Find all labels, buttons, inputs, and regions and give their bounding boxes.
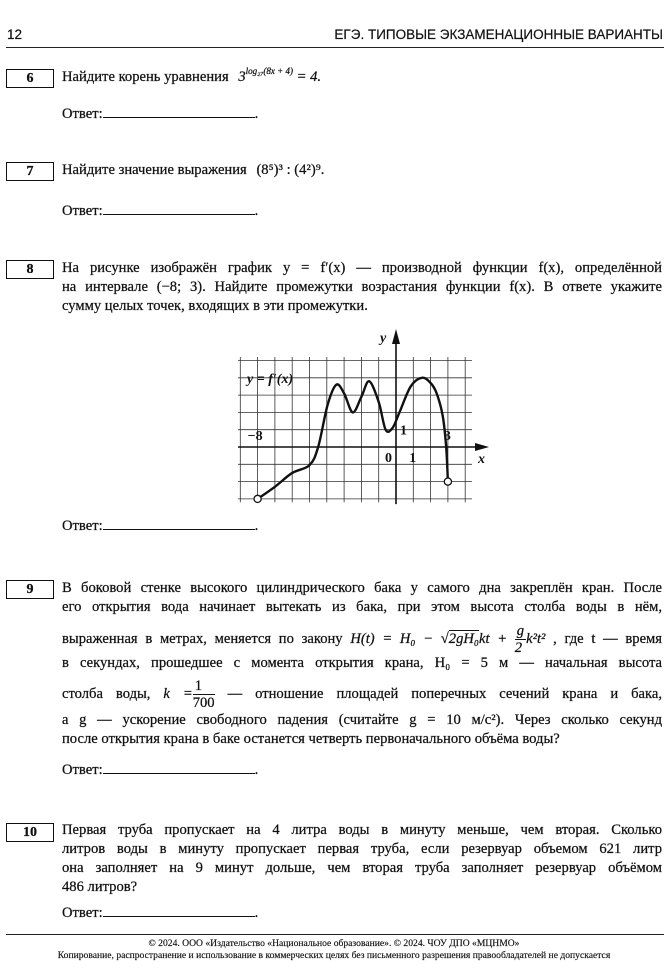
answer-9[interactable]: Ответ:. xyxy=(62,761,259,778)
formula-sqrt: 2gH₀ xyxy=(448,629,479,647)
formula-base: 3 xyxy=(238,69,246,85)
problem-number-7: 7 xyxy=(6,162,54,181)
answer-label: Ответ: xyxy=(62,203,103,219)
tick-label-y-one: 1 xyxy=(400,424,407,439)
formula-part1: (8⁵)³ xyxy=(256,162,283,178)
text-line: В боковой стенке высокого цилиндрическог… xyxy=(62,580,662,596)
answer-blank[interactable] xyxy=(102,202,255,215)
answer-blank[interactable] xyxy=(102,105,255,118)
text-segment: столба воды, xyxy=(62,686,151,702)
problem-7-text: Найдите значение выражения (8⁵)³ : (4²)⁹… xyxy=(62,161,662,180)
fraction-numerator: g xyxy=(514,623,527,640)
problem-number-10: 10 xyxy=(6,823,54,842)
formula-end: . xyxy=(317,69,322,85)
footer-rule xyxy=(6,934,664,935)
problem-number-6: 6 xyxy=(6,69,54,88)
fraction: 1 700 xyxy=(193,678,215,711)
text-line: в секундах, прошедшее с момента открытия… xyxy=(62,655,662,671)
derivative-graph: yxy = f′(x)−8 30 11 xyxy=(238,329,489,505)
y-axis-arrow-icon xyxy=(392,329,400,344)
text-line: она заполняет на 9 минут дольше, чем вто… xyxy=(62,860,662,876)
tick-label-x-right: 3 xyxy=(444,429,451,444)
problem-number-8: 8 xyxy=(6,260,54,279)
problem-7-statement: Найдите значение выражения xyxy=(62,162,247,178)
formula-exponent: log₂₇(8x + 4) xyxy=(245,66,294,76)
answer-6[interactable]: Ответ:. xyxy=(62,105,259,122)
tick-label-x-left: −8 xyxy=(248,429,263,444)
formula-H: H(t) = H₀ − √2gH₀kt + g 2 k²t² xyxy=(350,623,546,656)
answer-blank[interactable] xyxy=(102,517,255,530)
text-line: Первая труба пропускает на 4 литра воды … xyxy=(62,822,662,838)
formula-lhs: H(t) = H₀ − xyxy=(350,630,441,647)
fraction-numerator: 1 xyxy=(192,678,215,696)
text-segment: — отношение площадей поперечных сечений … xyxy=(227,686,662,702)
y-axis-label: y xyxy=(378,331,387,346)
footer-notice: Копирование, распространение и использов… xyxy=(57,950,611,961)
curve-label: y = f′(x) xyxy=(245,372,293,387)
formula-part2: (4²)⁹ xyxy=(294,162,321,178)
formula-k-lhs: k = xyxy=(163,686,193,702)
answer-label: Ответ: xyxy=(62,518,103,534)
answer-8[interactable]: Ответ:. xyxy=(62,517,259,534)
text-line: литров воды в минуту пропускает первая т… xyxy=(62,841,662,857)
text-line: сумму целых точек, входящих в эти промеж… xyxy=(62,298,368,314)
answer-10[interactable]: Ответ:. xyxy=(62,904,259,921)
answer-label: Ответ: xyxy=(62,905,103,921)
text-line: а g — ускорение свободного падения (счит… xyxy=(62,712,662,728)
answer-7[interactable]: Ответ:. xyxy=(62,202,259,219)
text-line: на интервале (−8; 3). Найдите промежутки… xyxy=(62,279,662,295)
answer-label: Ответ: xyxy=(62,106,103,122)
answer-blank[interactable] xyxy=(102,904,255,917)
text-line: его открытия вода начинает вытекать из б… xyxy=(62,599,662,615)
text-segment: выраженная в метрах, меняется по закону xyxy=(62,630,343,647)
formula-mid: kt + xyxy=(479,630,515,647)
open-endpoint-icon xyxy=(443,477,453,486)
page-number: 12 xyxy=(7,27,23,42)
header-rule xyxy=(6,47,664,48)
x-axis-label: x xyxy=(477,452,485,467)
formula-op: : xyxy=(286,162,291,178)
tick-label-origin: 0 xyxy=(385,451,392,466)
fraction-denominator: 700 xyxy=(192,695,215,712)
problem-6-formula: 3log₂₇(8x + 4) = 4. xyxy=(238,66,322,85)
text-line: столба воды, k = 1 700 — отношение площаде… xyxy=(62,677,662,711)
tick-label-x-one: 1 xyxy=(409,451,416,466)
answer-blank[interactable] xyxy=(102,761,255,774)
formula-tail: k²t² xyxy=(526,630,546,647)
formula-rhs: = 4 xyxy=(296,69,318,85)
derivative-curve xyxy=(256,376,450,500)
running-title: ЕГЭ. ТИПОВЫЕ ЭКЗАМЕНАЦИОННЫЕ ВАРИАНТЫ xyxy=(334,27,663,42)
formula-end: . xyxy=(320,162,325,178)
text-line: после открытия крана в баке останется че… xyxy=(62,731,560,747)
text-line: На рисунке изображён график y = f′(x) — … xyxy=(62,260,662,276)
text-line: выраженная в метрах, меняется по закону … xyxy=(62,623,662,656)
footer-copyright: © 2024. ООО «Издательство «Национальное … xyxy=(148,938,520,949)
text-line: 486 литров? xyxy=(62,879,138,895)
problem-6-statement: Найдите корень уравнения xyxy=(62,69,229,85)
problem-6-text: Найдите корень уравнения 3log₂₇(8x + 4) … xyxy=(62,66,662,87)
problem-8-text: На рисунке изображён график y = f′(x) — … xyxy=(62,259,662,316)
problem-7-formula: (8⁵)³ : (4²)⁹. xyxy=(256,162,324,178)
problem-10-text: Первая труба пропускает на 4 литра воды … xyxy=(62,821,662,897)
open-endpoint-icon xyxy=(253,494,262,504)
fraction-denominator: 2 xyxy=(514,640,523,656)
problem-9-text: В боковой стенке высокого цилиндрическог… xyxy=(62,579,662,749)
answer-label: Ответ: xyxy=(62,762,103,778)
x-axis-arrow-icon xyxy=(475,443,489,451)
problem-number-9: 9 xyxy=(6,580,54,599)
text-segment: , где t — время xyxy=(553,630,662,647)
